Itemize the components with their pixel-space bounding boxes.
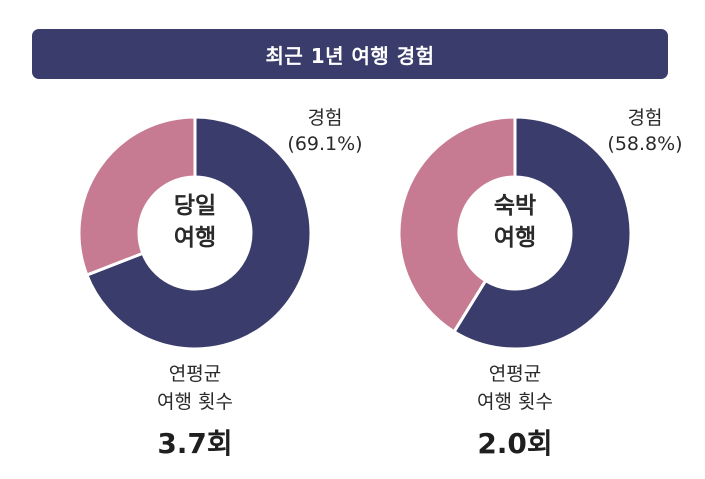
day-trip-center-line2: 여행: [173, 225, 217, 251]
overnight-trip-experience-label: 경험 (58.8%): [600, 105, 690, 157]
overnight-trip-center-label: 숙박 여행: [465, 190, 565, 254]
day-trip-avg-line1: 연평균: [168, 363, 222, 385]
day-trip-center-label: 당일 여행: [145, 190, 245, 254]
overnight-trip-avg-line1: 연평균: [488, 363, 542, 385]
overnight-trip-avg-label: 연평균 여행 횟수: [405, 360, 625, 416]
day-trip-no-experience-slice: [77, 115, 197, 277]
day-trip-avg-label: 연평균 여행 횟수: [85, 360, 305, 416]
day-trip-center-line1: 당일: [173, 193, 217, 219]
overnight-trip-experience-slice: [452, 115, 633, 351]
overnight-trip-avg-value: 2.0회: [477, 427, 553, 460]
chart-title: 최근 1년 여행 경험: [265, 43, 435, 68]
day-trip-panel: 당일 여행 경험 (69.1%) 연평균 여행 횟수 3.7회: [25, 100, 363, 479]
title-bar: 최근 1년 여행 경험: [32, 29, 668, 79]
day-trip-experience-label: 경험 (69.1%): [280, 105, 370, 157]
overnight-trip-center-line2: 여행: [493, 225, 537, 251]
day-trip-experience-text: 경험: [307, 107, 343, 129]
day-trip-experience-slice: [84, 115, 313, 351]
overnight-trip-no-experience-slice: [397, 115, 517, 334]
day-trip-avg-line2: 여행 횟수: [157, 391, 233, 413]
day-trip-donut: [77, 115, 313, 351]
overnight-trip-avg-line2: 여행 횟수: [477, 391, 553, 413]
overnight-trip-donut: [397, 115, 633, 351]
overnight-trip-panel: 숙박 여행 경험 (58.8%) 연평균 여행 횟수 2.0회: [345, 100, 683, 479]
day-trip-experience-pct: (69.1%): [287, 133, 363, 155]
overnight-trip-experience-pct: (58.8%): [607, 133, 683, 155]
overnight-trip-experience-text: 경험: [627, 107, 663, 129]
overnight-trip-center-line1: 숙박: [493, 193, 537, 219]
day-trip-avg-value: 3.7회: [157, 427, 233, 460]
